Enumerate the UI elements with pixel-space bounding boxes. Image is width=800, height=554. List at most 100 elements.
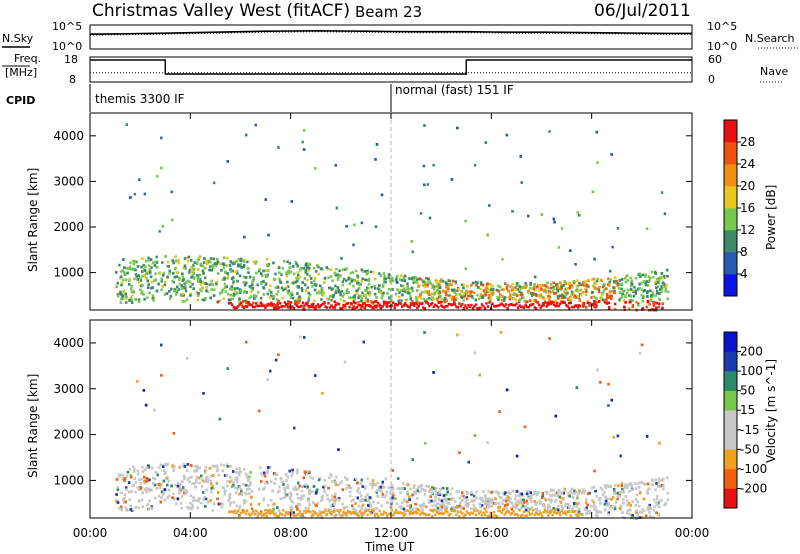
power-cell: [370, 306, 374, 309]
power-cell: [287, 269, 290, 273]
power-cell: [541, 284, 545, 287]
power-cell: [315, 283, 318, 287]
power-cell: [277, 266, 281, 269]
power-cell: [240, 257, 243, 261]
power-cell: [256, 304, 259, 308]
power-cell: [124, 297, 128, 301]
power-cell: [253, 297, 256, 300]
power-cell: [215, 262, 218, 266]
power-cell: [467, 294, 470, 298]
velocity-cell: [204, 465, 208, 469]
power-cell: [345, 279, 348, 283]
power-cell: [417, 304, 420, 308]
power-cell: [245, 133, 248, 137]
power-cell: [328, 306, 332, 309]
power-cell: [608, 296, 611, 299]
power-cell: [276, 304, 279, 307]
power-cell: [355, 289, 358, 293]
power-cell: [192, 287, 195, 290]
power-cell: [446, 304, 449, 308]
power-cell: [193, 277, 196, 280]
power-cell: [431, 302, 434, 305]
power-cell: [348, 296, 351, 299]
power-cell: [257, 291, 260, 294]
power-cell: [185, 298, 189, 301]
power-cell: [120, 270, 123, 273]
power-cell: [362, 294, 366, 297]
power-cell: [560, 285, 563, 288]
power-cell: [337, 302, 341, 306]
power-cell: [459, 304, 463, 308]
power-cell: [173, 275, 177, 279]
power-cell: [445, 299, 448, 302]
power-cell: [564, 291, 567, 294]
power-cell: [577, 290, 580, 293]
power-cell: [559, 302, 562, 306]
power-cell: [380, 306, 383, 310]
velocity-cell: [185, 490, 189, 494]
power-cell: [453, 288, 456, 292]
power-cell: [337, 288, 340, 292]
power-cell: [551, 290, 555, 293]
power-cell: [290, 291, 293, 295]
power-cell: [399, 302, 402, 305]
power-cell: [463, 294, 467, 297]
power-cell: [649, 299, 652, 302]
power-cell: [595, 301, 598, 304]
power-cell: [132, 262, 136, 266]
power-cell: [373, 277, 377, 281]
power-cell: [552, 217, 555, 221]
power-cell: [258, 304, 261, 308]
power-cell: [201, 269, 205, 273]
velocity-cell: [411, 458, 414, 461]
power-cell: [120, 281, 124, 285]
power-cell: [363, 306, 367, 310]
power-cell: [390, 299, 393, 303]
power-cell: [357, 303, 360, 307]
velocity-cell: [262, 488, 265, 491]
power-cell: [488, 293, 491, 297]
power-cell: [353, 297, 356, 301]
power-cell: [253, 305, 256, 309]
power-cell: [594, 302, 597, 306]
power-cell: [570, 293, 573, 297]
power-cell: [160, 279, 163, 283]
power-cell: [277, 290, 280, 293]
power-cell: [264, 306, 267, 309]
power-cell: [316, 291, 319, 295]
power-cell: [425, 301, 428, 304]
power-cell: [403, 274, 407, 278]
power-cell: [607, 307, 611, 310]
power-cell: [300, 287, 304, 290]
noise-right-tick-top: 10^5: [707, 20, 737, 33]
power-cell: [468, 305, 472, 309]
power-cell: [514, 286, 517, 290]
power-cell: [183, 282, 186, 285]
power-cell: [398, 291, 401, 294]
power-cell: [229, 268, 232, 271]
power-cell: [280, 286, 284, 290]
power-cell: [422, 306, 425, 309]
power-cell: [158, 271, 162, 275]
power-cell: [256, 283, 259, 287]
power-cell: [308, 293, 312, 297]
power-cell: [295, 276, 298, 280]
power-cell: [387, 276, 391, 279]
power-cell: [174, 267, 177, 271]
power-cell: [383, 275, 386, 278]
power-cell: [372, 270, 375, 274]
power-cell: [657, 277, 660, 280]
power-cell: [518, 290, 521, 294]
power-cell: [456, 126, 459, 130]
power-cell: [594, 305, 598, 309]
power-cell: [537, 283, 540, 287]
power-cell: [576, 279, 579, 282]
power-cell: [663, 212, 667, 216]
power-cell: [307, 298, 310, 302]
power-cell: [433, 293, 436, 296]
power-cell: [593, 300, 596, 303]
power-cell: [541, 304, 544, 308]
power-cell: [243, 283, 247, 287]
power-cell: [441, 289, 445, 293]
